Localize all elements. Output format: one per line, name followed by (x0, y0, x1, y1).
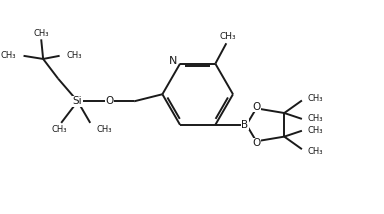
Text: O: O (106, 96, 114, 106)
Text: CH₃: CH₃ (308, 126, 323, 135)
Text: O: O (252, 102, 261, 111)
Text: B: B (241, 120, 248, 130)
Text: CH₃: CH₃ (308, 147, 323, 156)
Text: CH₃: CH₃ (67, 51, 82, 60)
Text: CH₃: CH₃ (308, 114, 323, 123)
Text: CH₃: CH₃ (308, 94, 323, 103)
Text: CH₃: CH₃ (220, 32, 236, 41)
Text: Si: Si (73, 96, 83, 106)
Text: CH₃: CH₃ (1, 51, 17, 60)
Text: CH₃: CH₃ (33, 29, 49, 38)
Text: O: O (252, 138, 261, 148)
Text: CH₃: CH₃ (96, 125, 112, 134)
Text: CH₃: CH₃ (51, 125, 67, 134)
Text: N: N (169, 56, 177, 66)
